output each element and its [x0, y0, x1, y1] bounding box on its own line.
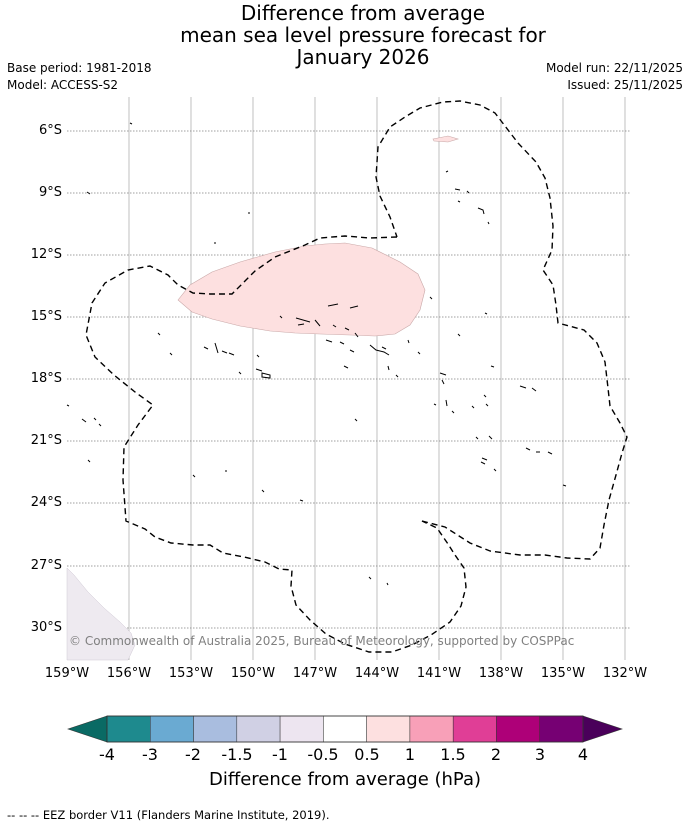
lon-label-144w: 144°W	[354, 666, 400, 681]
lat-label-30s: 30°S	[30, 620, 62, 635]
model-name: Model: ACCESS-S2	[7, 78, 119, 92]
parallels	[67, 130, 630, 629]
lon-label-135w: 135°W	[540, 666, 586, 681]
colorbar-tick: 4	[577, 745, 589, 764]
lon-label-150w: 150°W	[230, 666, 276, 681]
positive-anomaly-region	[177, 242, 426, 337]
meta-right: Model run: 22/11/2025 Issued: 25/11/2025	[546, 60, 683, 94]
lon-label-147w: 147°W	[292, 666, 338, 681]
colorbar-tick: -3	[142, 745, 158, 764]
colorbar-segment	[106, 715, 151, 743]
lon-label-153w: 153°W	[168, 666, 214, 681]
lon-label-132w: 132°W	[602, 666, 648, 681]
lat-label-18s: 18°S	[30, 371, 62, 386]
colorbar-tick: -4	[99, 745, 115, 764]
colorbar-segment	[236, 715, 281, 743]
colorbar-tick: 3	[534, 745, 546, 764]
lat-label-24s: 24°S	[30, 495, 62, 510]
eez-border	[85, 100, 628, 653]
colorbar-segment	[452, 715, 497, 743]
colorbar-tick: 0.5	[354, 745, 380, 764]
lon-label-141w: 141°W	[416, 666, 462, 681]
lat-label-9s: 9°S	[38, 185, 62, 200]
colorbar	[67, 715, 623, 743]
model-run: Model run: 22/11/2025	[545, 61, 683, 75]
copyright-notice: © Commonwealth of Australia 2025, Bureau…	[69, 634, 575, 648]
title-line-3: January 2026	[296, 45, 430, 69]
lat-label-12s: 12°S	[30, 247, 62, 262]
lat-label-6s: 6°S	[38, 123, 62, 138]
colorbar-segment	[539, 715, 584, 743]
colorbar-segment	[279, 715, 324, 743]
colorbar-tick: -1	[272, 745, 288, 764]
colorbar-tick: 2	[490, 745, 502, 764]
colorbar-tick: 1	[404, 745, 416, 764]
eez-legend-text: EEZ border V11 (Flanders Marine Institut…	[42, 808, 330, 822]
lon-label-156w: 156°W	[106, 666, 152, 681]
anomaly-patch-north	[432, 135, 460, 143]
colorbar-below-arrow	[67, 715, 108, 743]
negative-anomaly-patch	[66, 567, 136, 661]
lat-label-27s: 27°S	[30, 558, 62, 573]
base-period: Base period: 1981-2018	[7, 61, 152, 75]
colorbar-tick: 1.5	[440, 745, 466, 764]
lon-label-138w: 138°W	[478, 666, 524, 681]
colorbar-segment	[496, 715, 540, 743]
map-title: Difference from average mean sea level p…	[0, 2, 690, 68]
colorbar-tick: -0.5	[307, 745, 339, 764]
colorbar-tick: -1.5	[221, 745, 253, 764]
lon-label-159w: 159°W	[44, 666, 90, 681]
colorbar-segment	[323, 715, 367, 743]
colorbar-segment	[366, 715, 411, 743]
meta-left: Base period: 1981-2018 Model: ACCESS-S2	[7, 60, 152, 94]
colorbar-tick: -2	[185, 745, 201, 764]
colorbar-segment	[193, 715, 238, 743]
colorbar-segment	[150, 715, 194, 743]
colorbar-label: Difference from average (hPa)	[208, 769, 482, 790]
islands	[66, 122, 567, 586]
lat-label-21s: 21°S	[30, 433, 62, 448]
eez-legend-marker: -- -- --	[7, 808, 40, 822]
eez-legend: -- -- -- EEZ border V11 (Flanders Marine…	[7, 808, 330, 822]
colorbar-above-arrow	[582, 715, 623, 743]
colorbar-segments	[106, 715, 584, 743]
title-line-2: mean sea level pressure forecast for	[180, 23, 546, 47]
issued-date: Issued: 25/11/2025	[567, 78, 683, 92]
lat-label-15s: 15°S	[30, 309, 62, 324]
colorbar-segment	[409, 715, 454, 743]
title-line-1: Difference from average	[240, 1, 486, 25]
